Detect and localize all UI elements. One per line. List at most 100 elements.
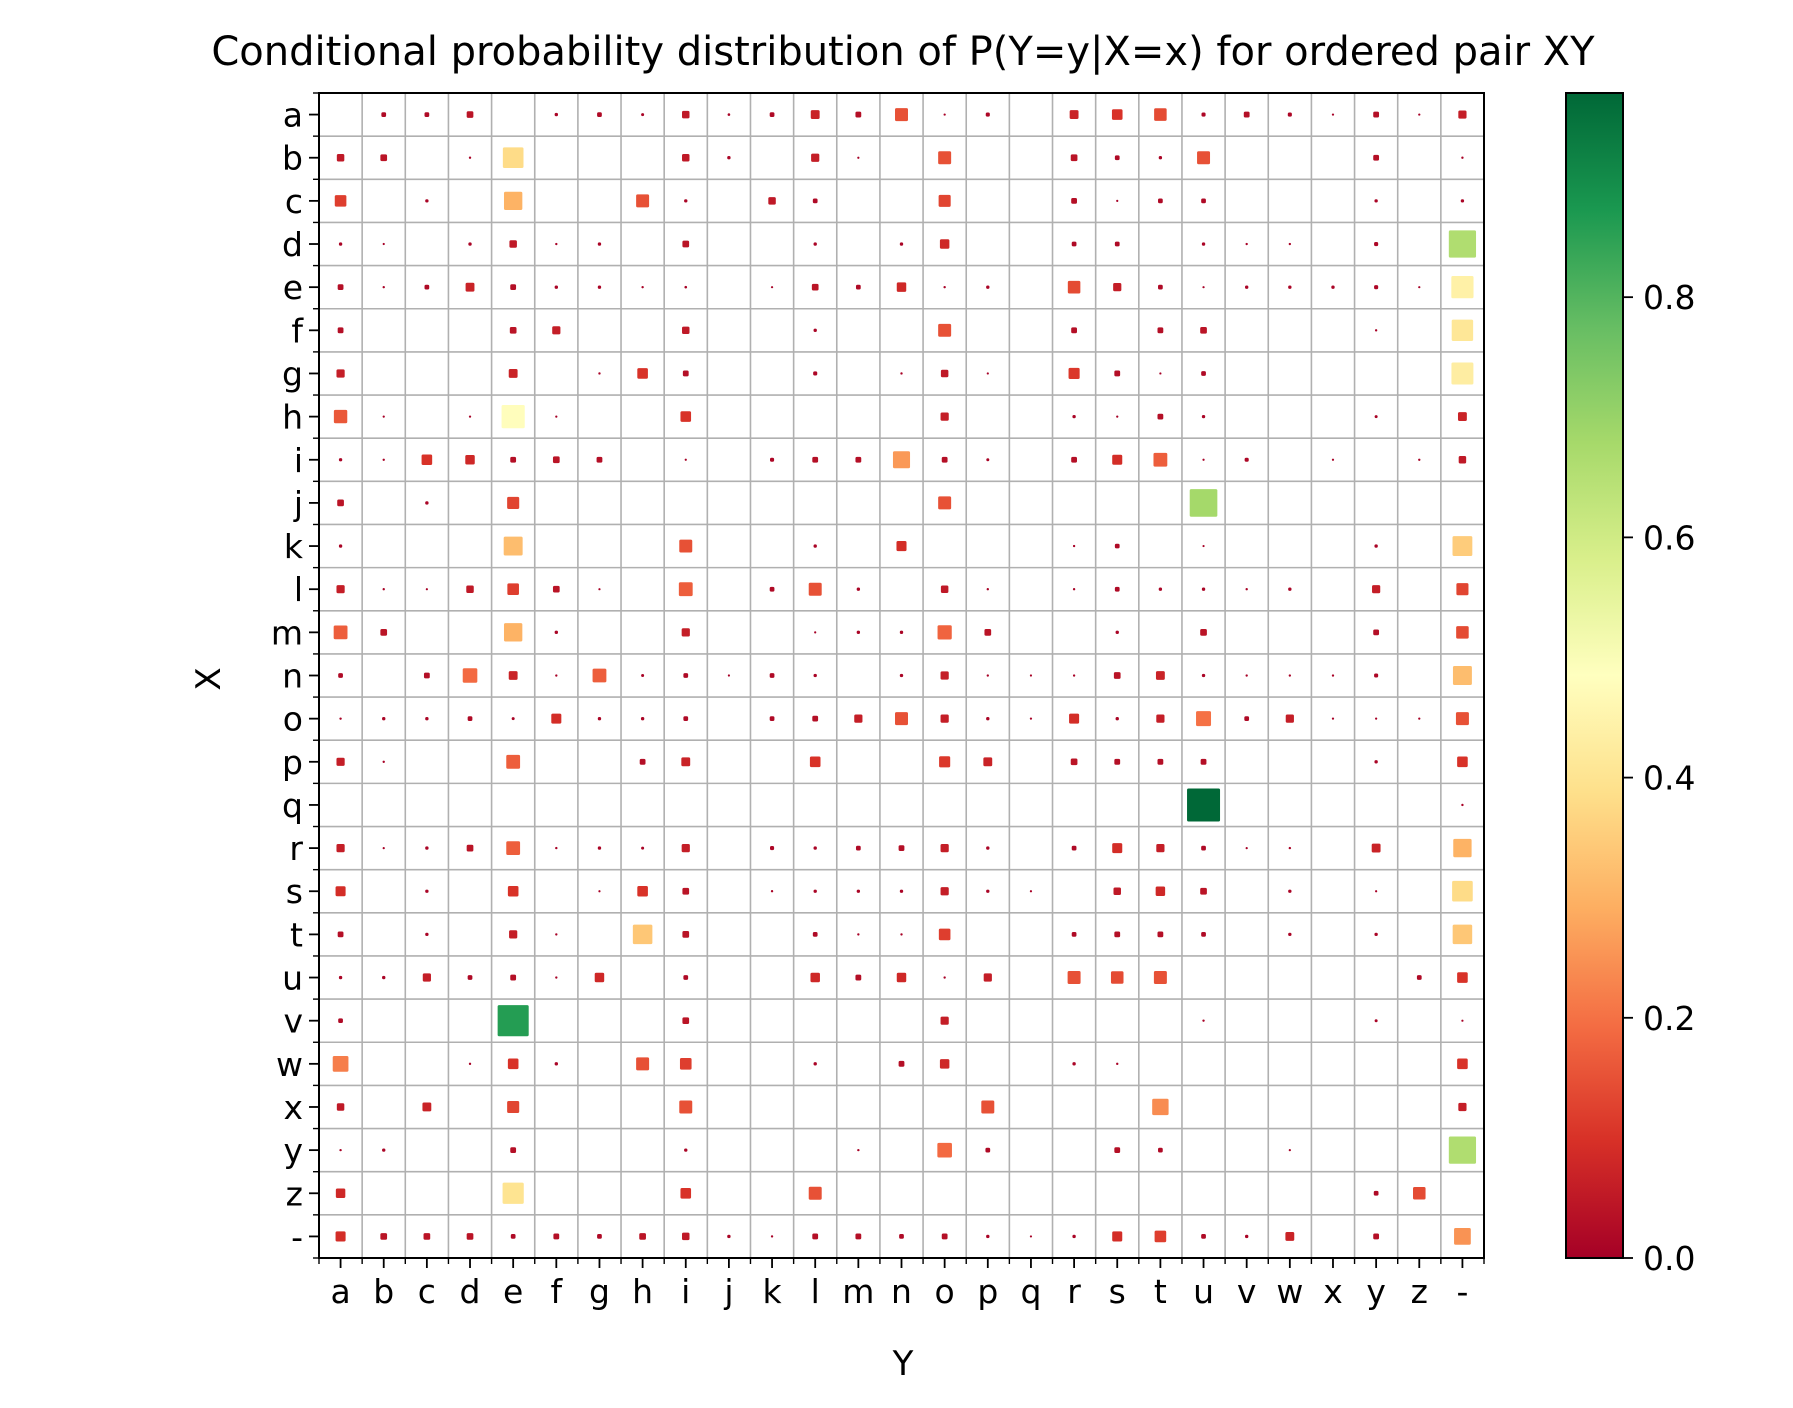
cell-v-a — [338, 1018, 343, 1024]
cell-v-y — [1374, 1019, 1378, 1023]
cell-o-f — [551, 713, 562, 724]
cell-dash-j — [727, 1234, 731, 1239]
cell-r-n — [898, 845, 905, 851]
cell-e-p — [986, 285, 990, 289]
cell-e-d — [465, 282, 475, 292]
chart-title: Conditional probability distribution of … — [211, 29, 1595, 75]
cell-a-i — [682, 110, 690, 119]
cell-o-q — [1029, 717, 1033, 720]
cell-g-s — [1114, 370, 1121, 377]
cell-dash-f — [553, 1233, 560, 1240]
cell-u-n — [896, 972, 907, 983]
cell-p-p — [983, 757, 993, 767]
cell-y-o — [937, 1142, 952, 1158]
cell-a-l — [810, 110, 820, 119]
cell-e-m — [855, 284, 861, 290]
cell-u-r — [1067, 971, 1081, 985]
grid-lines — [318, 92, 1485, 1259]
cell-i-o — [941, 456, 948, 463]
cell-v-dash — [1461, 1019, 1464, 1022]
cell-p-t — [1157, 758, 1164, 765]
cell-k-l — [813, 544, 817, 548]
cell-o-l — [812, 715, 819, 722]
cell-u-l — [810, 972, 820, 983]
cell-r-y — [1371, 843, 1381, 853]
cell-j-u — [1189, 489, 1218, 517]
cell-e-u — [1202, 286, 1205, 289]
cell-a-dash — [1458, 110, 1467, 119]
x-tick-label: c — [418, 1272, 436, 1311]
cell-b-b — [380, 154, 388, 162]
cell-f-f — [552, 326, 561, 335]
cell-i-x — [1331, 458, 1335, 461]
cell-w-s — [1116, 1062, 1119, 1066]
cell-y-b — [382, 1148, 386, 1152]
cell-e-o — [943, 285, 946, 289]
cell-p-h — [639, 758, 646, 765]
cell-t-s — [1114, 931, 1121, 938]
y-tick-label: - — [291, 1217, 303, 1256]
cell-k-n — [896, 541, 907, 552]
cell-a-b — [381, 112, 387, 117]
colorbar-tick-label: 0.0 — [1643, 1239, 1695, 1278]
cell-t-c — [425, 932, 429, 937]
cell-n-g — [592, 668, 607, 683]
cell-x-e — [507, 1100, 520, 1114]
cell-i-dash — [1458, 456, 1467, 464]
cell-dash-dash — [1454, 1228, 1471, 1245]
cell-a-k — [769, 112, 775, 117]
cell-n-h — [641, 674, 645, 677]
x-tick-label: i — [681, 1272, 690, 1311]
cell-r-s — [1112, 843, 1123, 854]
y-tick-label: g — [282, 354, 303, 393]
cell-dash-v — [1245, 1234, 1249, 1239]
y-tick-label: o — [283, 700, 303, 739]
cell-w-h — [636, 1057, 650, 1071]
cell-p-l — [809, 756, 821, 768]
cell-w-r — [1072, 1062, 1076, 1066]
cell-u-p — [983, 973, 992, 982]
cell-l-o — [940, 585, 949, 593]
cell-n-l — [813, 673, 817, 678]
cell-o-dash — [1455, 712, 1469, 726]
cell-e-x — [1331, 285, 1335, 289]
cell-l-d — [466, 585, 474, 593]
cell-dash-m — [855, 1233, 862, 1240]
cell-w-a — [332, 1055, 349, 1072]
cell-a-g — [597, 112, 602, 117]
cell-d-s — [1114, 241, 1120, 247]
cell-x-a — [336, 1103, 345, 1111]
cell-d-u — [1201, 242, 1206, 246]
cell-r-d — [466, 844, 474, 852]
cell-w-e — [507, 1058, 519, 1070]
y-tick-label: u — [282, 959, 303, 998]
cell-s-k — [770, 890, 774, 893]
cell-i-b — [382, 458, 385, 461]
cell-p-y — [1374, 760, 1378, 764]
cell-a-p — [985, 112, 990, 117]
cell-r-f — [555, 846, 558, 850]
y-tick-label: w — [276, 1045, 303, 1084]
cell-n-j — [727, 674, 731, 677]
cell-i-n — [892, 451, 911, 469]
cell-g-a — [336, 369, 345, 378]
cell-g-o — [940, 369, 949, 378]
cell-l-e — [507, 583, 519, 596]
cell-dash-p — [986, 1234, 990, 1239]
cell-c-k — [768, 197, 776, 205]
cell-g-l — [813, 371, 818, 376]
cell-n-u — [1201, 673, 1206, 678]
x-tick-label: m — [842, 1272, 874, 1311]
cell-u-dash — [1457, 972, 1468, 983]
y-tick-label: l — [294, 570, 303, 609]
cell-y-i — [684, 1148, 688, 1152]
cell-e-g — [597, 285, 602, 289]
cell-l-t — [1158, 587, 1163, 591]
y-tick-label: p — [282, 743, 303, 782]
cell-j-a — [337, 499, 344, 507]
cell-x-c — [422, 1102, 432, 1112]
cell-x-t — [1152, 1098, 1169, 1116]
y-tick-label: e — [283, 268, 303, 307]
cell-k-s — [1114, 543, 1120, 549]
cell-a-w — [1287, 112, 1292, 117]
